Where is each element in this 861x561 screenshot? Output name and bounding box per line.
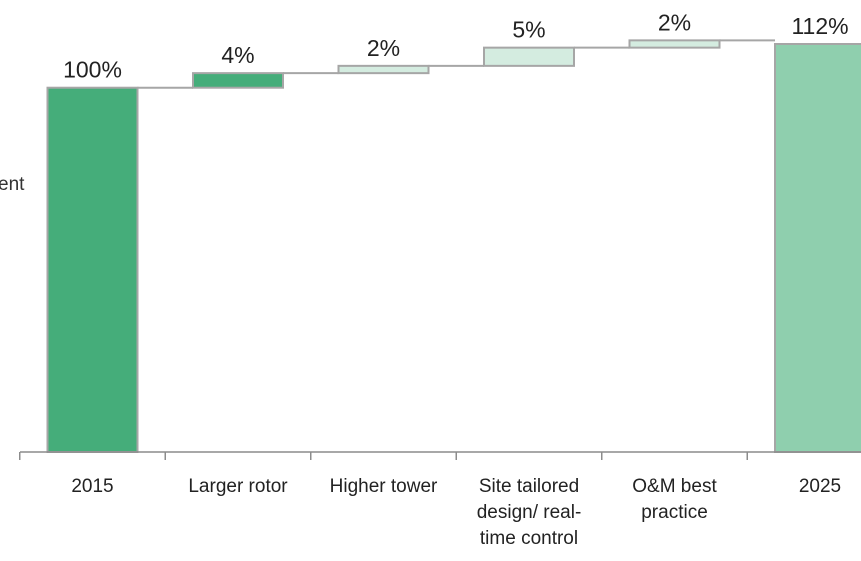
value-label-0: 100% bbox=[63, 57, 122, 83]
category-label-3: Site tailored design/ real-time control bbox=[477, 476, 582, 549]
value-labels-group: 100% 4% 2% 5% 2% 112% bbox=[63, 9, 848, 82]
category-label-0: 2015 bbox=[71, 476, 113, 497]
bar-3 bbox=[483, 46, 575, 67]
value-label-2: 2% bbox=[367, 35, 400, 61]
value-label-1: 4% bbox=[221, 42, 254, 68]
category-label-4: O&M best practice bbox=[632, 476, 717, 523]
bar-2 bbox=[337, 64, 430, 75]
category-label-1: Larger rotor bbox=[188, 476, 288, 497]
bar-0 bbox=[46, 86, 139, 453]
bars-group bbox=[46, 39, 861, 453]
category-label-2: Higher tower bbox=[330, 476, 438, 497]
category-label-5: 2025 bbox=[799, 476, 841, 497]
value-label-4: 2% bbox=[658, 9, 691, 35]
x-axis bbox=[19, 451, 861, 460]
bar-4 bbox=[628, 39, 721, 49]
bar-5 bbox=[774, 43, 861, 453]
value-label-3: 5% bbox=[512, 17, 545, 43]
value-label-5: 112% bbox=[791, 13, 848, 39]
category-labels-group: 2015 Larger rotor Higher tower Site tailore… bbox=[71, 476, 841, 549]
connector-lines bbox=[137, 39, 775, 89]
bar-1 bbox=[192, 72, 284, 89]
y-axis-label-fragment: ent bbox=[0, 174, 25, 195]
